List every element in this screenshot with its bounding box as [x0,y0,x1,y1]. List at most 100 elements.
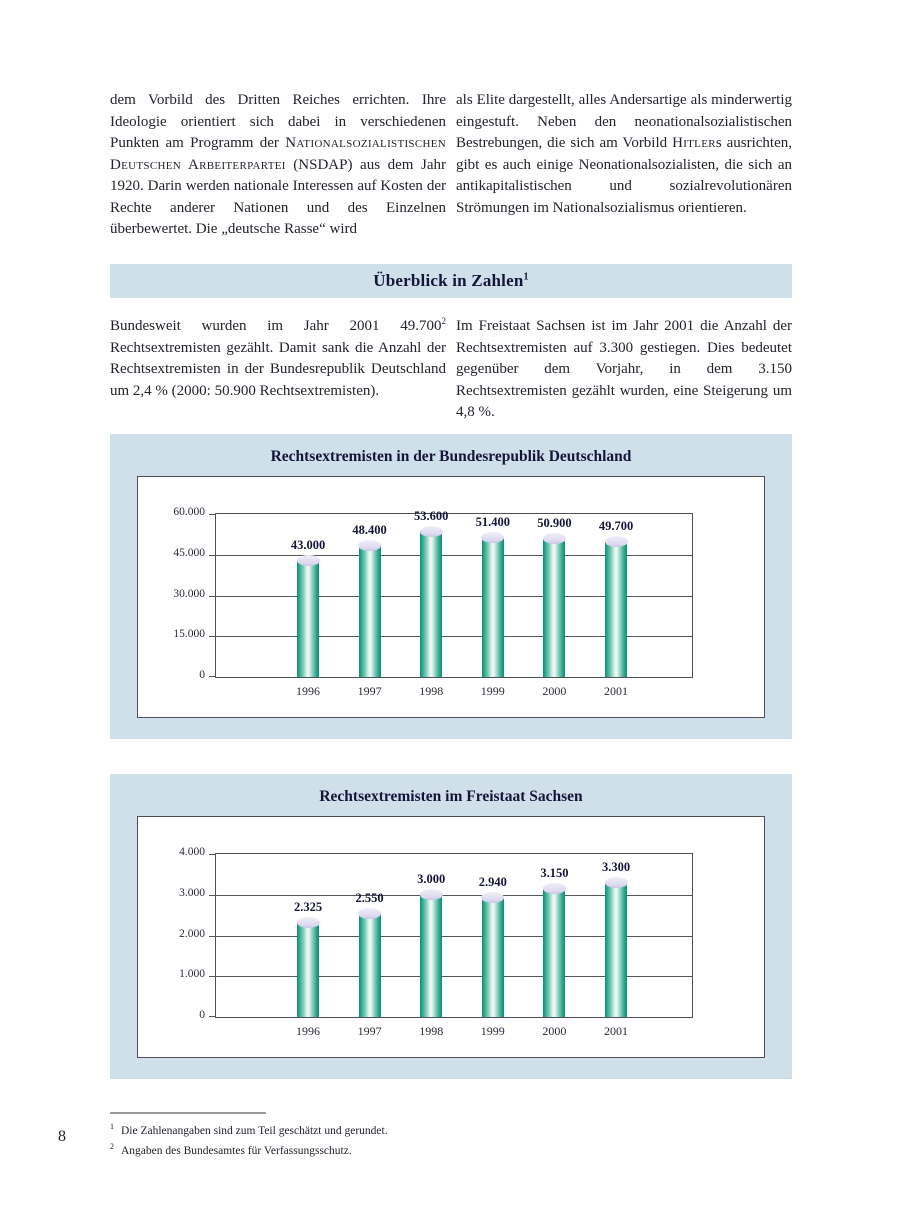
text-segment: als Elite dargestellt, alles Andersartig… [456,92,792,151]
x-axis-tick-label: 1999 [480,684,505,698]
y-tick-mark [209,854,216,855]
y-tick-mark [209,636,216,638]
bar-value-label: 48.400 [352,523,387,537]
y-tick-mark [209,676,216,677]
footnote-1: 1 Die Zahlenangaben sind zum Teil geschät… [110,1119,670,1139]
bar [481,897,504,1017]
bar-value-label: 3.150 [540,866,569,881]
chart-card-sachsen: Rechtsextremisten im Freistaat Sachsen 2… [110,774,792,1079]
section-footnote-ref: 1 [523,271,529,283]
y-axis-tick-label: 2.000 [179,927,205,940]
overview-paragraphs: Bundesweit wurden im Jahr 2001 49.7002 R… [110,316,792,424]
bar [605,882,627,1017]
chart-box-bundesrepublik: 43.000 1996 48.400 1997 53.600 1998 51.400 1999… [137,476,765,718]
plot-area: 2.325 1996 2.550 1997 3.000 1998 2.940 1999 3.15… [209,853,693,1038]
bar-value-label: 53.600 [414,508,449,523]
bar [297,560,319,677]
intro-paragraph-right: als Elite dargestellt, alles Andersartig… [456,90,792,241]
bar-top-cap [419,525,443,537]
page-number: 8 [58,1128,66,1145]
y-tick-mark [209,976,216,978]
section-banner: Überblick in Zahlen1 [110,264,792,298]
y-tick-mark [209,894,216,896]
bar-top-cap [296,916,320,928]
overview-paragraph-left: Bundesweit wurden im Jahr 2001 49.7002 R… [110,316,446,424]
chart-box-sachsen: 2.325 1996 2.550 1997 3.000 1998 2.940 1999 3.15… [137,816,765,1058]
plot-area: 43.000 1996 48.400 1997 53.600 1998 51.400 1999… [209,509,693,698]
footnote-2-text: Angaben des Bundesamtes für Verfassungss… [121,1145,352,1158]
bar [420,894,443,1017]
x-axis-tick-label: 2000 [542,684,567,698]
bar [297,922,319,1017]
chart-title-bundesrepublik: Rechtsextremisten in der Bundesrepublik … [270,448,632,465]
y-tick-mark [209,595,216,597]
bar-value-label: 2.325 [293,899,323,914]
bar-top-cap [358,540,382,551]
y-axis-tick-label: 0 [199,1009,205,1021]
bar-value-label: 43.000 [290,537,326,552]
x-axis-tick-label: 2001 [604,684,628,698]
overview-paragraph-right: Im Freistaat Sachsen ist im Jahr 2001 di… [456,316,792,424]
x-axis-tick-label: 1996 [296,684,320,698]
x-axis-tick-label: 1999 [480,1024,505,1038]
gridline [216,554,692,556]
bar-top-cap [604,877,628,889]
bar-value-label: 3.000 [417,872,446,887]
section-title-text: Überblick in Zahlen [373,271,524,290]
small-caps-text: Nationalsozialistischen Deutschen Arbeit… [110,135,446,173]
footnote-2-marker: 2 [110,1142,114,1152]
gridline [216,636,692,638]
y-tick-mark [209,554,216,556]
y-axis-tick-label: 0 [199,669,205,681]
x-axis-tick-label: 1997 [357,684,382,698]
y-axis-tick-label: 4.000 [179,846,205,858]
bar [605,541,627,677]
gridline [216,935,692,937]
footnote-2: 2 Angaben des Bundesamtes für Verfassungs… [110,1139,670,1159]
bar-top-cap [296,554,320,566]
x-axis-tick-label: 1996 [296,1024,320,1038]
gridline [216,595,692,597]
x-axis-tick-label: 1998 [419,1024,444,1038]
x-axis-tick-label: 1997 [357,1024,382,1038]
y-axis-tick-label: 45.000 [173,546,205,559]
intro-paragraph-left: dem Vorbild des Dritten Reiches errichte… [110,90,446,241]
bar-top-cap [419,889,443,901]
chart-card-bundesrepublik: Rechtsextremisten in der Bundesrepublik … [110,434,792,739]
bar-top-cap [604,536,628,548]
bar-top-cap [481,531,505,543]
chart-title-sachsen: Rechtsextremisten im Freistaat Sachsen [319,788,583,805]
bar-value-label: 2.550 [355,890,384,905]
superscript-ref: 2 [441,316,447,326]
x-axis-tick-label: 1998 [419,684,444,698]
footnote-1-marker: 1 [110,1122,114,1131]
bar [358,913,381,1017]
bar-value-label: 49.700 [598,519,634,534]
footnotes: 1 Die Zahlenangaben sind zum Teil geschät… [110,1119,670,1160]
gridline [216,894,692,896]
y-axis-tick-label: 1.000 [179,968,205,981]
y-tick-mark [209,1016,216,1017]
footnote-divider [110,1112,266,1114]
bar-top-cap [481,891,505,903]
bar [358,545,381,677]
text-segment: (NSDAP) aus dem Jahr 1920. Darin werden … [110,156,446,238]
y-tick-mark [209,514,216,515]
section-title: Überblick in Zahlen1 [373,271,528,291]
text-segment: Rechtsextremisten gezählt. Damit sank di… [110,339,446,399]
y-axis-tick-label: 60.000 [173,506,205,518]
y-axis-tick-label: 3.000 [179,886,205,899]
bar-top-cap [542,533,566,545]
bar-value-label: 2.940 [478,874,507,889]
x-axis-tick-label: 2001 [604,1024,628,1038]
bar-value-label: 3.300 [601,860,631,875]
y-tick-mark [209,935,216,937]
bar-value-label: 50.900 [537,516,572,531]
bar [543,888,566,1017]
bar-value-label: 51.400 [475,514,510,529]
footnote-1-text: Die Zahlenangaben sind zum Teil geschätz… [121,1124,388,1137]
bar [543,538,566,677]
text-segment: Im Freistaat Sachsen ist im Jahr 2001 di… [456,318,792,420]
intro-paragraphs: dem Vorbild des Dritten Reiches errichte… [110,90,792,241]
